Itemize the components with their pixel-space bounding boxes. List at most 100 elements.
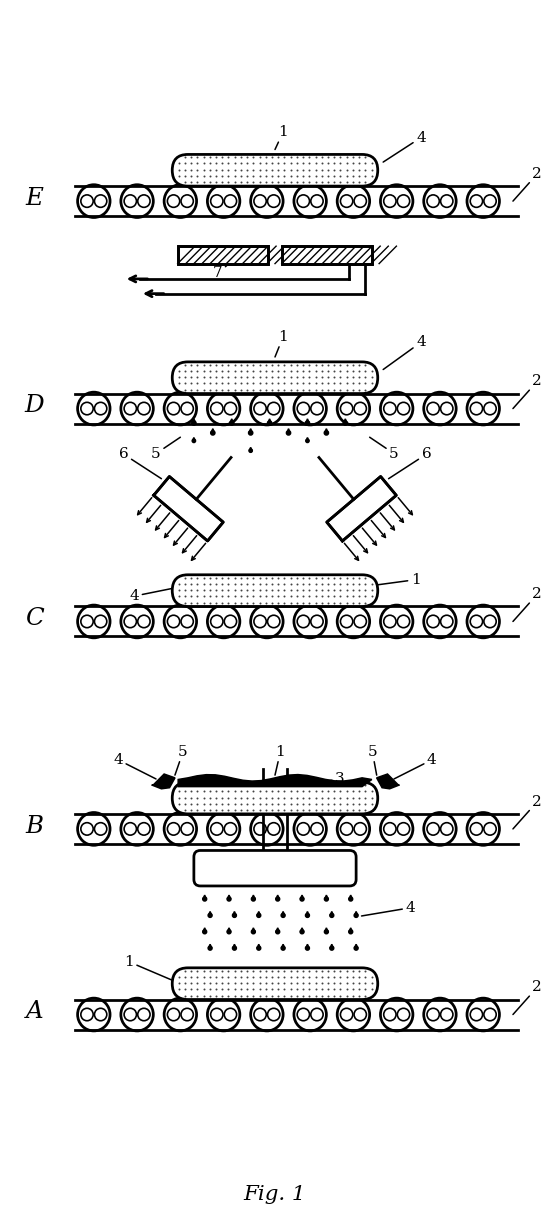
Circle shape bbox=[330, 913, 334, 918]
Polygon shape bbox=[252, 928, 255, 931]
Text: 4: 4 bbox=[383, 335, 426, 370]
Text: 5: 5 bbox=[151, 437, 180, 461]
Polygon shape bbox=[257, 912, 260, 915]
Text: 2: 2 bbox=[513, 588, 542, 621]
Circle shape bbox=[257, 946, 261, 950]
Text: 4: 4 bbox=[383, 131, 426, 163]
Circle shape bbox=[192, 421, 196, 425]
Bar bbox=[178, 246, 268, 264]
FancyBboxPatch shape bbox=[172, 362, 378, 393]
Circle shape bbox=[257, 913, 261, 918]
Polygon shape bbox=[203, 896, 206, 899]
Polygon shape bbox=[349, 928, 353, 931]
Text: 2: 2 bbox=[513, 375, 542, 409]
FancyBboxPatch shape bbox=[172, 968, 378, 999]
Polygon shape bbox=[306, 437, 309, 441]
Polygon shape bbox=[300, 896, 304, 899]
Polygon shape bbox=[330, 912, 333, 915]
Polygon shape bbox=[306, 419, 309, 423]
Circle shape bbox=[192, 439, 195, 442]
Polygon shape bbox=[252, 896, 255, 899]
Polygon shape bbox=[287, 429, 290, 432]
Circle shape bbox=[354, 946, 358, 950]
Polygon shape bbox=[153, 477, 223, 541]
Circle shape bbox=[249, 448, 252, 452]
Text: 6: 6 bbox=[119, 447, 162, 479]
Bar bbox=[178, 246, 268, 264]
Polygon shape bbox=[355, 912, 358, 915]
Text: 4: 4 bbox=[361, 901, 415, 915]
Circle shape bbox=[343, 421, 348, 425]
Circle shape bbox=[227, 897, 231, 901]
Circle shape bbox=[324, 930, 328, 934]
Polygon shape bbox=[349, 896, 353, 899]
Polygon shape bbox=[233, 944, 236, 949]
Polygon shape bbox=[325, 928, 328, 931]
Circle shape bbox=[251, 930, 255, 934]
Polygon shape bbox=[282, 912, 285, 915]
Circle shape bbox=[230, 421, 234, 425]
Polygon shape bbox=[282, 944, 285, 949]
Text: 1: 1 bbox=[375, 573, 421, 586]
Polygon shape bbox=[324, 429, 328, 432]
Circle shape bbox=[300, 930, 304, 934]
Circle shape bbox=[233, 913, 236, 918]
Circle shape bbox=[251, 897, 255, 901]
Polygon shape bbox=[178, 775, 372, 786]
Text: 5: 5 bbox=[367, 744, 377, 775]
Bar bbox=[282, 246, 372, 264]
Polygon shape bbox=[211, 429, 215, 432]
Text: 4: 4 bbox=[113, 753, 156, 779]
Circle shape bbox=[349, 897, 353, 901]
Polygon shape bbox=[306, 944, 309, 949]
Text: 4: 4 bbox=[394, 753, 437, 779]
Polygon shape bbox=[257, 944, 260, 949]
Polygon shape bbox=[208, 912, 212, 915]
Polygon shape bbox=[306, 912, 309, 915]
Polygon shape bbox=[249, 447, 252, 451]
Polygon shape bbox=[233, 912, 236, 915]
Text: 4: 4 bbox=[129, 588, 175, 604]
Text: D: D bbox=[25, 394, 44, 418]
Text: 1: 1 bbox=[275, 744, 285, 775]
Circle shape bbox=[300, 897, 304, 901]
Circle shape bbox=[306, 439, 309, 442]
Polygon shape bbox=[344, 419, 347, 423]
Circle shape bbox=[211, 431, 215, 435]
Polygon shape bbox=[230, 419, 233, 423]
Text: 1: 1 bbox=[275, 126, 288, 149]
FancyBboxPatch shape bbox=[172, 575, 378, 606]
Text: 1: 1 bbox=[124, 955, 180, 983]
Polygon shape bbox=[325, 896, 328, 899]
Circle shape bbox=[349, 930, 353, 934]
Circle shape bbox=[208, 913, 212, 918]
Text: 1: 1 bbox=[275, 330, 288, 357]
FancyBboxPatch shape bbox=[172, 782, 378, 814]
Polygon shape bbox=[300, 928, 304, 931]
Circle shape bbox=[324, 897, 328, 901]
FancyBboxPatch shape bbox=[194, 850, 356, 886]
Text: B: B bbox=[25, 814, 43, 838]
Circle shape bbox=[249, 431, 253, 435]
Text: 5: 5 bbox=[175, 744, 188, 775]
Circle shape bbox=[324, 431, 328, 435]
FancyBboxPatch shape bbox=[172, 154, 378, 186]
Polygon shape bbox=[355, 944, 358, 949]
Circle shape bbox=[276, 930, 279, 934]
Text: A: A bbox=[25, 1000, 43, 1024]
Circle shape bbox=[233, 946, 236, 950]
Circle shape bbox=[203, 930, 207, 934]
Circle shape bbox=[281, 913, 285, 918]
Circle shape bbox=[354, 913, 358, 918]
Text: 6: 6 bbox=[388, 447, 431, 479]
Polygon shape bbox=[276, 896, 279, 899]
Polygon shape bbox=[192, 437, 195, 441]
Circle shape bbox=[208, 946, 212, 950]
Text: E: E bbox=[25, 187, 43, 209]
Polygon shape bbox=[330, 944, 333, 949]
Text: 7: 7 bbox=[213, 255, 239, 281]
Bar bbox=[282, 246, 372, 264]
Polygon shape bbox=[228, 928, 230, 931]
Polygon shape bbox=[327, 477, 397, 541]
Polygon shape bbox=[268, 419, 271, 423]
